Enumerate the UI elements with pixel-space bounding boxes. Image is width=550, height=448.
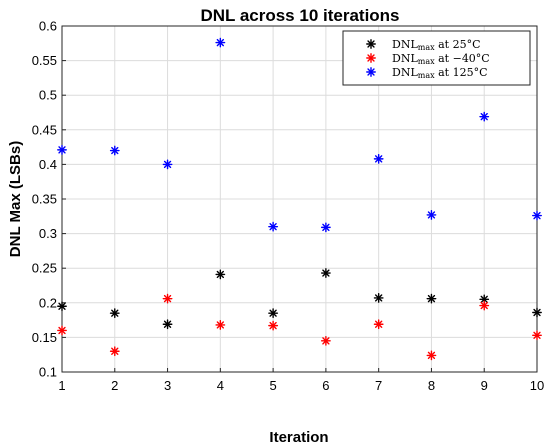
tick-labels: 1 2 3 4 5 6 7 8 9 10 0.1 0.15 0.2 0.25 0.3 0.35 0.4 0.45 0… — [32, 19, 545, 394]
data-point-series-0 — [109, 308, 120, 319]
legend-entry-1: DNLmax at −40°C — [392, 52, 490, 66]
data-point-series-0 — [426, 293, 437, 304]
data-point-series-1 — [479, 300, 490, 311]
chart-title: DNL across 10 iterations — [200, 6, 399, 25]
legend-entry-2: DNLmax at 125°C — [392, 66, 488, 80]
data-point-series-1 — [532, 330, 542, 341]
y-tick-label: 0.25 — [32, 261, 57, 276]
data-point-series-0 — [215, 269, 226, 280]
x-tick-label: 9 — [481, 378, 488, 393]
legend-marker-1 — [366, 53, 376, 63]
data-point-series-0 — [373, 293, 384, 303]
data-point-series-2 — [532, 210, 542, 221]
plot-frame — [61, 25, 538, 373]
y-tick-label: 0.2 — [39, 295, 57, 310]
y-tick-label: 0.15 — [32, 330, 57, 345]
data-point-series-1 — [57, 325, 67, 336]
data-point-series-2 — [109, 145, 120, 156]
data-point-series-1 — [373, 319, 384, 330]
legend-entry-0: DNLmax at 25°C — [392, 38, 481, 52]
x-tick-label: 7 — [375, 378, 382, 393]
data-point-series-2 — [162, 159, 173, 170]
data-point-series-1 — [426, 350, 437, 361]
legend-marker-0 — [366, 39, 376, 49]
data-point-series-0 — [57, 301, 67, 312]
legend-marker-2 — [366, 67, 376, 77]
data-point-series-1 — [215, 320, 226, 330]
x-tick-label: 5 — [269, 378, 276, 393]
y-tick-label: 0.55 — [32, 53, 57, 68]
y-axis-label: DNL Max (LSBs) — [7, 141, 24, 257]
x-tick-label: 2 — [111, 378, 118, 393]
y-tick-label: 0.5 — [39, 88, 57, 103]
data-point-series-1 — [268, 320, 279, 331]
x-axis-label: Iteration — [269, 429, 328, 446]
data-point-series-1 — [109, 346, 120, 357]
data-point-series-0 — [532, 307, 542, 318]
data-point-series-0 — [268, 308, 279, 319]
data-point-series-2 — [426, 210, 437, 220]
y-tick-label: 0.1 — [39, 365, 57, 380]
data-point-series-2 — [268, 221, 279, 232]
y-tick-label: 0.3 — [39, 226, 57, 241]
x-tick-label: 1 — [58, 378, 65, 393]
data-point-series-2 — [57, 144, 67, 155]
data-point-series-0 — [320, 268, 331, 278]
y-tick-label: 0.4 — [39, 157, 57, 172]
x-tick-label: 6 — [322, 378, 329, 393]
y-tick-label: 0.35 — [32, 192, 57, 207]
data-points — [57, 37, 542, 361]
data-point-series-2 — [320, 222, 331, 233]
data-point-series-2 — [373, 153, 384, 164]
y-tick-label: 0.6 — [39, 19, 57, 34]
data-point-series-2 — [215, 37, 226, 48]
data-point-series-1 — [320, 335, 331, 346]
y-tick-label: 0.45 — [32, 122, 57, 137]
x-tick-label: 3 — [164, 378, 171, 393]
x-tick-label: 10 — [530, 378, 544, 393]
x-tick-label: 4 — [217, 378, 224, 393]
data-point-series-0 — [162, 319, 173, 330]
x-tick-label: 8 — [428, 378, 435, 393]
data-point-series-2 — [479, 111, 490, 122]
data-point-series-1 — [162, 293, 173, 304]
